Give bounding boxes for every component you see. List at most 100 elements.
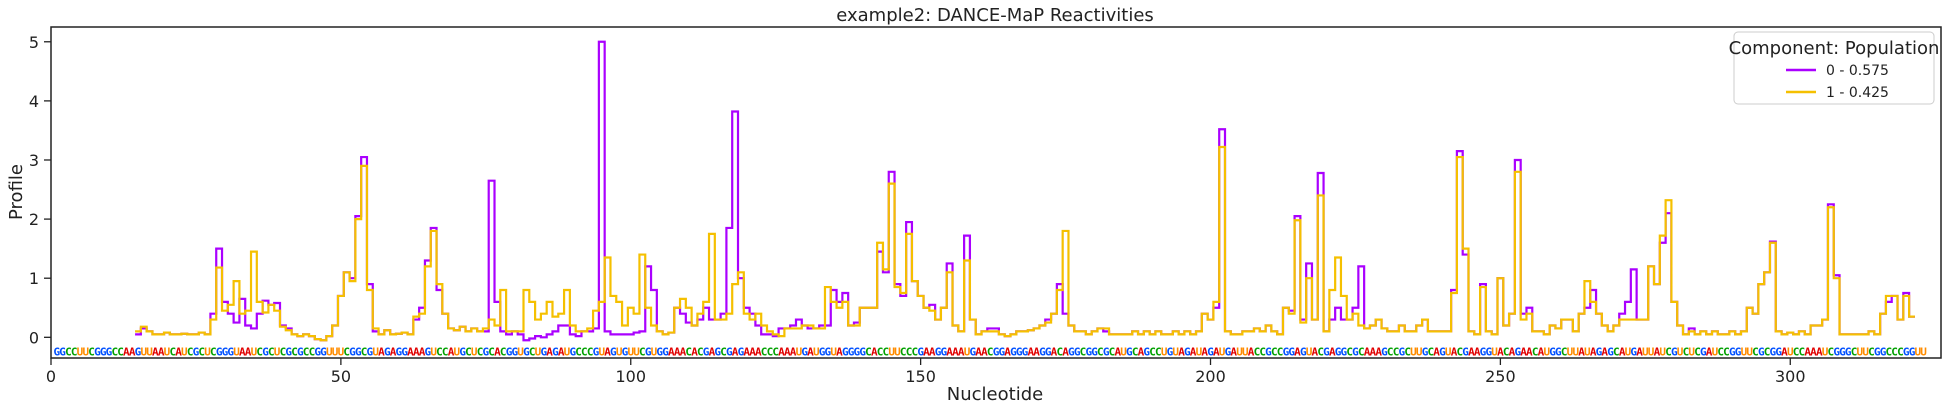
nucleotide-letter: U: [1787, 346, 1794, 359]
nucleotide-letter: G: [622, 346, 629, 359]
nucleotide-letter: G: [314, 346, 321, 359]
x-tick-label: 50: [331, 367, 351, 386]
y-axis: 0 1 2 3 4 5: [29, 33, 51, 347]
nucleotide-letter: G: [703, 346, 710, 359]
nucleotide-letter: U: [830, 346, 837, 359]
nucleotide-letter: U: [813, 346, 820, 359]
nucleotide-letter: A: [691, 346, 698, 359]
nucleotide-letter: C: [71, 346, 78, 359]
nucleotide-letter: A: [778, 346, 785, 359]
nucleotide-letter: C: [906, 346, 913, 359]
nucleotide-letter: G: [1549, 346, 1556, 359]
nucleotide-letter: G: [1607, 346, 1614, 359]
nucleotide-letter: G: [1909, 346, 1916, 359]
nucleotide-letter: G: [656, 346, 663, 359]
nucleotide-letter: G: [825, 346, 832, 359]
nucleotide-letter: A: [494, 346, 501, 359]
nucleotide-letter: A: [1636, 346, 1643, 359]
nucleotide-letter: A: [1062, 346, 1069, 359]
nucleotide-letter: A: [1138, 346, 1145, 359]
series-line-1: [135, 145, 1915, 342]
nucleotide-letter: U: [1445, 346, 1452, 359]
nucleotide-letter: G: [1514, 346, 1521, 359]
nucleotide-letter: C: [1851, 346, 1858, 359]
nucleotide-letter: G: [1775, 346, 1782, 359]
nucleotide-letter: U: [535, 346, 542, 359]
nucleotide-letter: G: [1485, 346, 1492, 359]
nucleotide-letter: C: [210, 346, 217, 359]
nucleotide-letter: G: [1833, 346, 1840, 359]
nucleotide-letter: A: [1810, 346, 1817, 359]
nucleotide-letter: U: [1196, 346, 1203, 359]
nucleotide-letter: C: [761, 346, 768, 359]
nucleotide-letter: G: [1167, 346, 1174, 359]
nucleotide-letter: G: [1903, 346, 1910, 359]
nucleotide-letter: A: [129, 346, 136, 359]
nucleotide-letter: G: [1288, 346, 1295, 359]
nucleotide-letter: U: [894, 346, 901, 359]
nucleotide-letter: C: [268, 346, 275, 359]
nucleotide-letter: A: [1248, 346, 1255, 359]
nucleotide-letter: G: [94, 346, 101, 359]
nucleotide-letter: C: [1346, 346, 1353, 359]
nucleotide-letter: A: [1590, 346, 1597, 359]
nucleotide-letter: U: [1491, 346, 1498, 359]
nucleotide-letter: C: [1393, 346, 1400, 359]
nucleotide-letter: U: [471, 346, 478, 359]
nucleotide-letter: U: [1642, 346, 1649, 359]
nucleotide-letter: G: [193, 346, 200, 359]
nucleotide-letter: G: [1265, 346, 1272, 359]
nucleotide-letter: C: [1358, 346, 1365, 359]
nucleotide-letter: G: [1352, 346, 1359, 359]
nucleotide-letter: G: [819, 346, 826, 359]
nucleotide-letter: G: [859, 346, 866, 359]
nucleotide-letter: G: [662, 346, 669, 359]
nucleotide-letter: A: [604, 346, 611, 359]
nucleotide-letter: A: [158, 346, 165, 359]
nucleotide-letter: A: [1033, 346, 1040, 359]
nucleotide-letter: A: [390, 346, 397, 359]
nucleotide-letter: U: [1920, 346, 1927, 359]
nucleotide-letter: C: [361, 346, 368, 359]
nucleotide-letter: G: [1103, 346, 1110, 359]
y-axis-label: Profile: [6, 164, 27, 220]
nucleotide-letter: U: [1648, 346, 1655, 359]
nucleotide-letter: U: [1584, 346, 1591, 359]
nucleotide-letter: C: [639, 346, 646, 359]
nucleotide-letter: C: [488, 346, 495, 359]
nucleotide-letter: U: [1236, 346, 1243, 359]
nucleotide-letter: G: [1207, 346, 1214, 359]
nucleotide-letter: G: [1880, 346, 1887, 359]
nucleotide-letter: A: [946, 346, 953, 359]
nucleotide-letter: U: [1161, 346, 1168, 359]
nucleotide-letter: C: [877, 346, 884, 359]
nucleotide-letter: U: [1862, 346, 1869, 359]
nucleotide-letter: A: [952, 346, 959, 359]
nucleotide-letter: A: [923, 346, 930, 359]
nucleotide-letter: A: [668, 346, 675, 359]
nucleotide-letter: G: [1045, 346, 1052, 359]
nucleotide-letter: C: [1149, 346, 1156, 359]
nucleotide-letter: C: [1277, 346, 1284, 359]
nucleotide-letter: A: [1654, 346, 1661, 359]
nucleotide-letter: U: [1306, 346, 1313, 359]
nucleotide-letter: A: [1526, 346, 1533, 359]
nucleotide-letter: C: [1271, 346, 1278, 359]
nucleotide-letter: A: [1468, 346, 1475, 359]
nucleotide-letter: A: [749, 346, 756, 359]
nucleotide-letter: A: [239, 346, 246, 359]
nucleotide-letter: A: [1213, 346, 1220, 359]
nucleotide-letter: C: [477, 346, 484, 359]
nucleotide-letter: C: [343, 346, 350, 359]
nucleotide-letter: C: [1503, 346, 1510, 359]
nucleotide-letter: A: [790, 346, 797, 359]
nucleotide-letter: G: [396, 346, 403, 359]
nucleotide-letter: C: [436, 346, 443, 359]
nucleotide-letter: G: [1770, 346, 1777, 359]
legend-label-series-1: 1 - 0.425: [1826, 85, 1889, 101]
nucleotide-letter: U: [233, 346, 240, 359]
nucleotide-letter: C: [575, 346, 582, 359]
nucleotide-letter: A: [1364, 346, 1371, 359]
nucleotide-letter: U: [1822, 346, 1829, 359]
